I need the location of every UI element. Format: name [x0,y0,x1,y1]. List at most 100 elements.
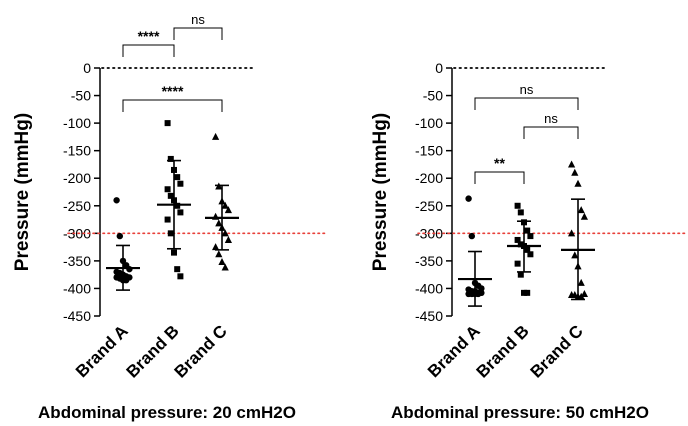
data-point-circle [465,195,472,202]
y-tick-label: -200 [63,170,91,186]
data-point-triangle [577,206,585,214]
data-point-square [167,230,174,237]
y-tick-label: -400 [415,280,443,296]
category-label: Brand A [72,321,132,381]
chart-panel-2: 0-50-100-150-200-250-300-350-400-450**ns… [370,60,687,422]
significance-bracket [122,44,175,57]
data-point-circle [113,197,120,204]
y-tick-label: -100 [415,115,443,131]
data-point-square [524,289,531,296]
data-point-square [514,202,521,209]
data-point-square [524,246,531,253]
data-point-triangle [221,263,229,271]
data-point-square [164,120,171,127]
data-point-triangle [212,132,220,140]
data-point-square [514,260,521,267]
series-group [157,120,191,280]
data-point-circle [468,232,475,240]
y-axis-label: Pressure (mmHg) [12,113,33,271]
data-point-circle [116,232,124,240]
y-tick-label: -150 [415,143,443,159]
data-point-square [177,273,184,280]
x-axis-label: Abdominal pressure: 20 cmH2O [38,403,296,422]
significance-bracket [173,27,223,40]
data-point-triangle [215,219,223,227]
data-point-square [527,251,534,258]
data-point-triangle [571,168,579,176]
data-point-square [514,236,521,243]
data-point-triangle [580,289,588,297]
data-point-square [174,202,181,209]
data-point-triangle [571,251,579,259]
data-point-square [524,227,531,234]
category-label: Brand B [473,321,533,381]
data-point-square [517,209,524,216]
y-tick-label: -250 [63,198,91,214]
y-tick-label: -300 [63,225,91,241]
data-point-triangle [574,179,582,187]
y-tick-label: 0 [435,60,443,76]
data-point-triangle [580,212,588,220]
y-tick-label: -50 [71,88,91,104]
data-point-triangle [577,292,585,300]
data-point-triangle [215,250,223,258]
data-point-square [174,174,181,181]
y-tick-label: -50 [423,88,443,104]
y-axis-label: Pressure (mmHg) [370,113,391,271]
significance-bracket [523,126,579,139]
data-point-square [517,271,524,278]
significance-label: **** [162,83,184,99]
data-point-triangle [218,257,226,265]
x-axis-label: Abdominal pressure: 50 cmH2O [391,403,649,422]
y-tick-label: -350 [415,253,443,269]
y-tick-label: -200 [415,170,443,186]
data-point-circle [126,265,133,273]
data-point-triangle [212,243,220,251]
series-group [561,160,595,301]
y-tick-label: -350 [63,253,91,269]
y-tick-label: 0 [83,60,91,76]
series-group [507,202,541,296]
category-label: Brand A [424,321,484,381]
data-point-triangle [224,206,232,214]
series-group [458,195,492,307]
data-point-square [177,180,184,187]
data-point-triangle [568,160,576,168]
data-point-square [517,241,524,248]
data-point-square [527,233,534,240]
significance-label: **** [138,28,160,44]
data-point-triangle [577,278,585,286]
data-point-square [521,289,527,296]
data-point-square [167,155,174,162]
data-point-square [177,209,184,216]
data-point-square [174,266,181,273]
data-point-square [164,216,171,223]
data-point-triangle [221,229,229,237]
chart-panel-1: 0 -50 -100 -150 -200 -250 -300 -350 -400 -450 ****… [12,12,329,422]
data-point-circle [475,290,482,298]
series-group [205,132,239,271]
significance-bracket [474,97,579,110]
data-point-square [171,249,177,256]
y-tick-label: -150 [63,143,91,159]
y-tick-label: -250 [415,198,443,214]
y-tick-label: -450 [63,308,91,324]
data-point-square [164,186,171,193]
category-label: Brand C [171,321,231,381]
significance-label: ns [520,82,534,97]
data-point-triangle [224,235,232,243]
significance-label: ns [191,12,205,27]
y-tick-label: -400 [63,280,91,296]
significance-bracket [122,99,223,112]
series-group [106,197,140,291]
significance-bracket [474,171,525,184]
data-point-square [167,192,174,199]
data-point-triangle [221,201,229,209]
data-point-circle [478,285,485,292]
y-tick-label: -450 [415,308,443,324]
category-label: Brand C [527,321,587,381]
significance-label: ns [544,111,558,126]
data-point-circle [123,276,130,284]
significance-label: ** [494,155,505,171]
